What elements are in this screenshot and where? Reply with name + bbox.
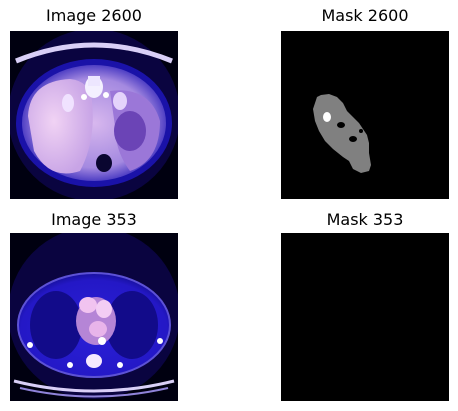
image-2600-title: Image 2600	[46, 6, 142, 25]
mask-2600-segmentation	[281, 31, 449, 199]
mask-353-segmentation	[281, 233, 449, 401]
mask-353-title: Mask 353	[326, 210, 404, 229]
mask-2600-title: Mask 2600	[321, 6, 409, 25]
image-353-ct-scan	[10, 233, 178, 401]
image-353-title: Image 353	[51, 210, 137, 229]
image-2600-ct-scan	[10, 31, 178, 199]
